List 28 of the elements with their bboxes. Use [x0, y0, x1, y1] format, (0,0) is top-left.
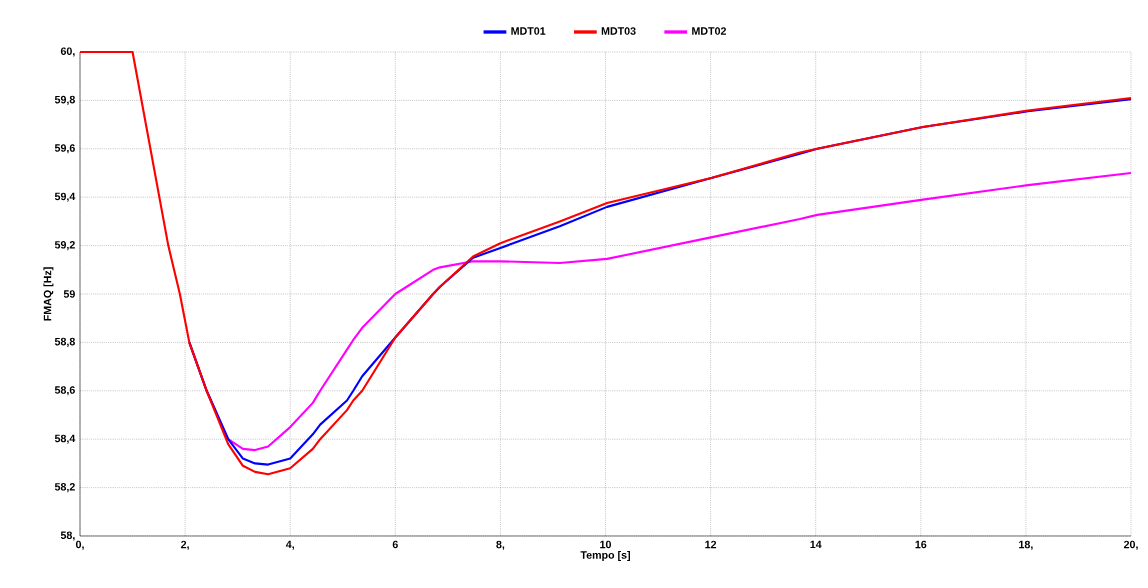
- x-tick-label: 4,: [285, 540, 294, 550]
- x-axis-title: Tempo [s]: [580, 550, 630, 561]
- x-tick-label: 6: [392, 540, 398, 549]
- y-axis-title: FMAQ [Hz]: [43, 267, 54, 321]
- legend-label: MDT02: [692, 27, 726, 35]
- y-tick-label: 58,2: [54, 483, 75, 493]
- y-tick-label: 59: [63, 290, 75, 298]
- x-tick-label: 10: [600, 540, 612, 549]
- y-tick-label: 58,4: [54, 434, 76, 444]
- y-tick-label: 58,6: [54, 386, 75, 396]
- legend-label: MDT01: [511, 27, 546, 35]
- x-tick-label: 18,: [1019, 540, 1033, 550]
- line-series: [78, 50, 1133, 476]
- y-tick-label: 59,6: [54, 144, 75, 154]
- x-tick-label: 0,: [75, 540, 84, 550]
- y-tick-label: 58,8: [54, 337, 75, 347]
- x-tick-label: 16: [915, 540, 927, 549]
- x-tick-label: 2,: [181, 540, 189, 550]
- y-tick-label: 58,: [60, 531, 75, 541]
- legend-label: MDT03: [601, 27, 636, 35]
- y-tick-label: 59,8: [54, 95, 75, 105]
- x-tick-label: 14: [810, 540, 822, 549]
- y-tick-label: 60,: [60, 47, 75, 57]
- y-tick-label: 59,2: [54, 241, 75, 251]
- x-tick-label: 12: [705, 540, 717, 549]
- y-tick-label: 59,4: [54, 192, 76, 202]
- x-tick-label: 20,: [1123, 540, 1138, 550]
- x-tick-label: 8,: [496, 540, 505, 550]
